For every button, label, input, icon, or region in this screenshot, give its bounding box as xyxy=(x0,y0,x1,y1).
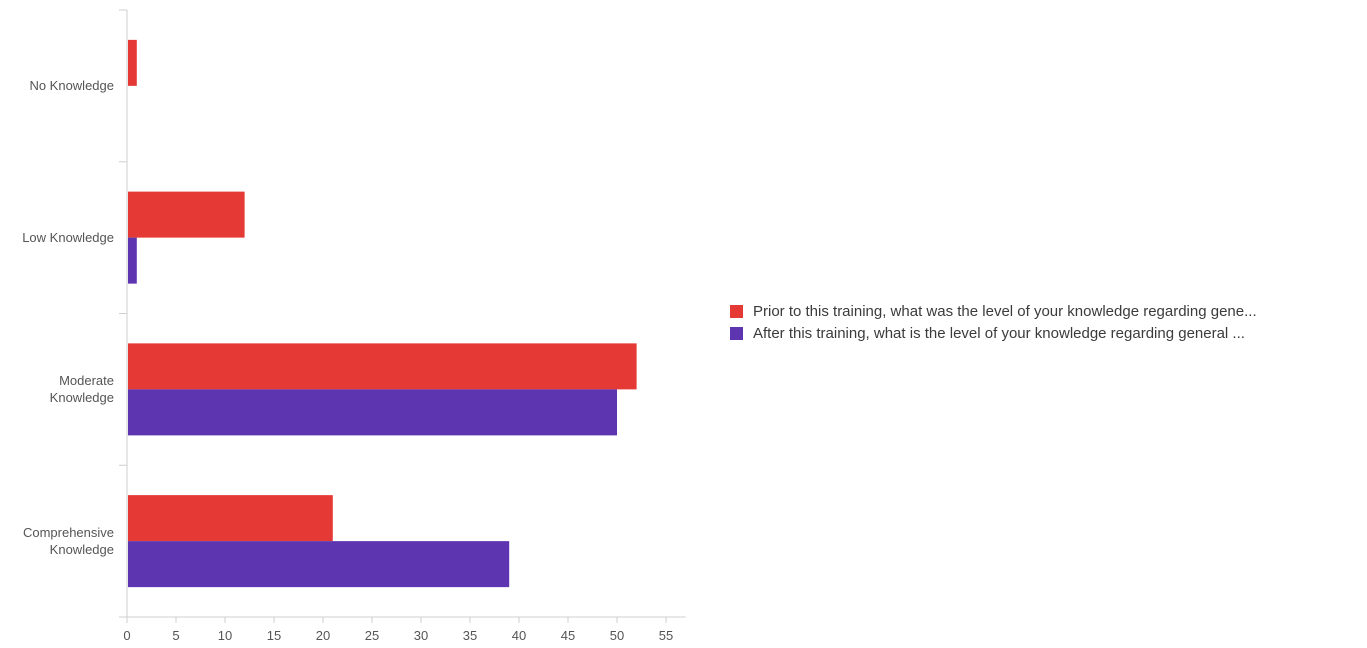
bar-after-2 xyxy=(128,389,617,435)
x-tick-label: 20 xyxy=(316,628,330,643)
x-tick-label: 35 xyxy=(463,628,477,643)
bar-prior-3 xyxy=(128,495,333,541)
x-tick-label: 25 xyxy=(365,628,379,643)
category-label-line: Moderate xyxy=(4,372,114,389)
category-label: Moderate Knowledge xyxy=(4,372,114,406)
legend-label-prior: Prior to this training, what was the lev… xyxy=(753,303,1257,320)
x-tick-label: 45 xyxy=(561,628,575,643)
bar-prior-2 xyxy=(128,343,637,389)
legend-swatch-prior xyxy=(730,305,743,318)
category-label-line: Knowledge xyxy=(4,389,114,406)
category-label-line: Low Knowledge xyxy=(4,229,114,246)
bar-prior-0 xyxy=(128,40,137,86)
x-tick-label: 30 xyxy=(414,628,428,643)
bar-after-1 xyxy=(128,238,137,284)
x-tick-label: 50 xyxy=(610,628,624,643)
x-tick-label: 5 xyxy=(172,628,179,643)
x-tick-label: 10 xyxy=(218,628,232,643)
category-label-line: Knowledge xyxy=(4,541,114,558)
category-label: Comprehensive Knowledge xyxy=(4,524,114,558)
legend: Prior to this training, what was the lev… xyxy=(730,300,1257,344)
legend-item-prior[interactable]: Prior to this training, what was the lev… xyxy=(730,300,1257,322)
category-label-line: No Knowledge xyxy=(4,77,114,94)
x-tick-label: 0 xyxy=(123,628,130,643)
legend-item-after[interactable]: After this training, what is the level o… xyxy=(730,322,1257,344)
legend-swatch-after xyxy=(730,327,743,340)
category-label: No Knowledge xyxy=(4,77,114,94)
category-label: Low Knowledge xyxy=(4,229,114,246)
x-tick-label: 55 xyxy=(659,628,673,643)
bar-after-3 xyxy=(128,541,509,587)
x-tick-label: 40 xyxy=(512,628,526,643)
category-label-line: Comprehensive xyxy=(4,524,114,541)
x-tick-label: 15 xyxy=(267,628,281,643)
bar-prior-1 xyxy=(128,192,245,238)
legend-label-after: After this training, what is the level o… xyxy=(753,325,1245,342)
